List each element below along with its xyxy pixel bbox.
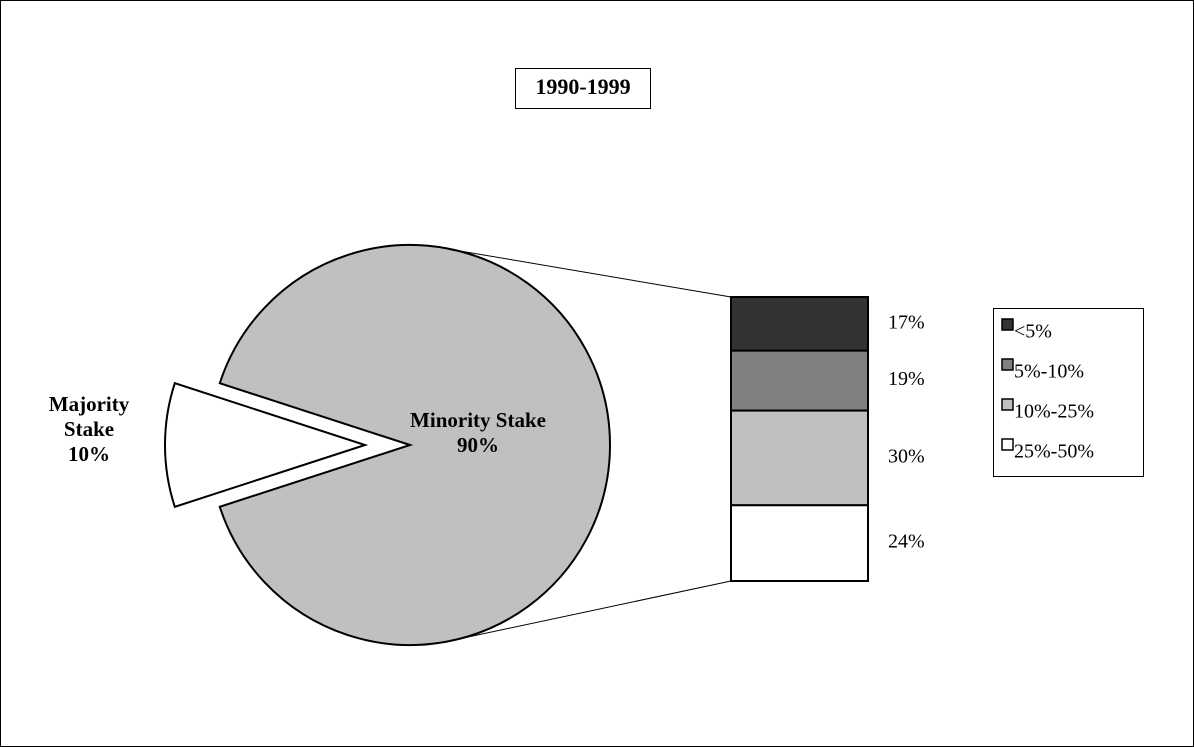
connector-line	[454, 249, 732, 298]
legend-swatch	[1001, 438, 1014, 451]
value-label: 90%	[457, 433, 499, 457]
pie-slice	[218, 244, 611, 646]
bar-segment	[730, 296, 869, 352]
legend-swatch	[1001, 318, 1014, 331]
legend-label: 10%-25%	[1014, 401, 1094, 423]
title-box	[515, 68, 651, 109]
value-label: 24%	[888, 531, 925, 553]
legend-swatch	[1001, 358, 1014, 371]
bar-segment	[730, 409, 869, 507]
value-label: 10%	[68, 442, 110, 466]
value-label: 19%	[888, 368, 925, 390]
category-label: Minority Stake	[410, 408, 546, 432]
pie-slice	[164, 381, 369, 509]
legend-label: 25%-50%	[1014, 441, 1094, 463]
value-label: 17%	[888, 311, 925, 333]
legend-label: <5%	[1014, 321, 1052, 343]
bar-segment	[730, 504, 869, 582]
bar-segment	[730, 349, 869, 412]
legend-swatch	[1001, 398, 1014, 411]
pie-label: Majority Stake 10%	[30, 392, 148, 467]
chart-title: 1990-1999	[535, 74, 630, 99]
value-label: 30%	[888, 446, 925, 468]
legend-box	[993, 308, 1144, 477]
connector-line	[444, 580, 732, 643]
legend-label: 5%-10%	[1014, 361, 1084, 383]
pie-label: Minority Stake 90%	[378, 408, 578, 458]
category-label: Majority Stake	[48, 392, 130, 441]
